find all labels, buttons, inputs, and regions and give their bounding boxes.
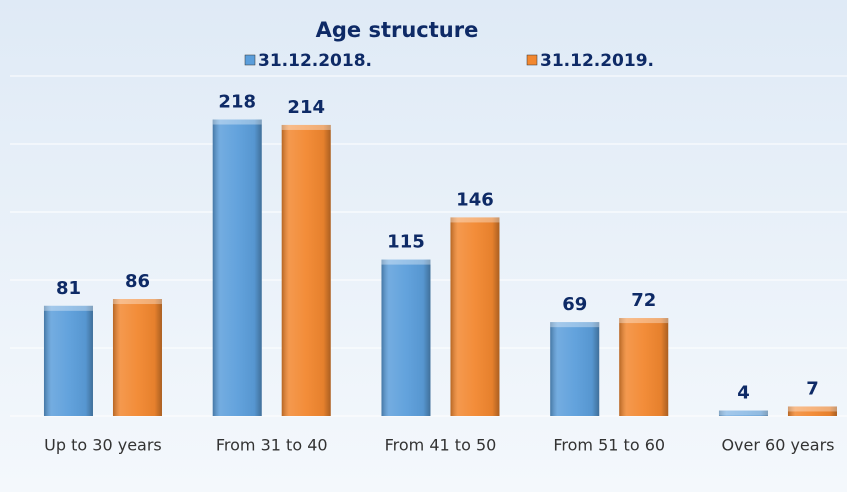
bar-shade xyxy=(112,299,162,416)
data-label: 72 xyxy=(631,290,656,311)
chart-title: Age structure xyxy=(316,18,479,42)
data-label: 4 xyxy=(737,383,750,404)
x-tick-label: Over 60 years xyxy=(721,436,834,455)
bar xyxy=(619,318,669,416)
legend-swatch xyxy=(244,54,256,66)
bar-shade xyxy=(619,318,669,416)
bar-cap xyxy=(718,410,768,416)
bar-cap xyxy=(381,259,431,265)
bar-shade xyxy=(281,124,331,417)
legend-label: 31.12.2018. xyxy=(258,51,372,71)
bar-cap xyxy=(43,305,93,311)
bar-shade xyxy=(450,217,500,416)
legend-label: 31.12.2019. xyxy=(540,51,654,71)
bar-cap xyxy=(212,119,262,125)
data-label: 69 xyxy=(562,294,587,315)
x-tick-label: Up to 30 years xyxy=(44,436,162,455)
data-label: 218 xyxy=(218,92,256,113)
bar-shade xyxy=(718,410,768,416)
bar xyxy=(212,119,262,417)
bar-shade xyxy=(43,305,93,416)
bar xyxy=(281,124,331,417)
legend-swatch xyxy=(526,54,538,66)
bar xyxy=(43,305,93,416)
bar xyxy=(112,299,162,416)
data-label: 146 xyxy=(456,189,494,210)
data-label: 81 xyxy=(56,278,81,299)
bar-shade xyxy=(787,406,837,416)
bar-cap xyxy=(450,217,500,223)
bar xyxy=(381,259,431,416)
bar xyxy=(787,406,837,416)
bar-cap xyxy=(550,322,600,328)
bar-cap xyxy=(619,318,669,324)
bar-shade xyxy=(550,322,600,416)
bar-shade xyxy=(381,259,431,416)
bar-cap xyxy=(787,406,837,412)
x-tick-label: From 31 to 40 xyxy=(216,436,328,455)
x-tick-label: From 51 to 60 xyxy=(553,436,665,455)
bar xyxy=(718,410,768,416)
data-label: 7 xyxy=(806,378,819,399)
x-tick-label: From 41 to 50 xyxy=(385,436,497,455)
data-label: 86 xyxy=(125,271,150,292)
bar-shade xyxy=(212,119,262,417)
data-label: 214 xyxy=(287,97,325,118)
bar-cap xyxy=(112,299,162,305)
data-label: 115 xyxy=(387,232,425,253)
bar xyxy=(450,217,500,416)
bar xyxy=(550,322,600,416)
bar-cap xyxy=(281,124,331,130)
